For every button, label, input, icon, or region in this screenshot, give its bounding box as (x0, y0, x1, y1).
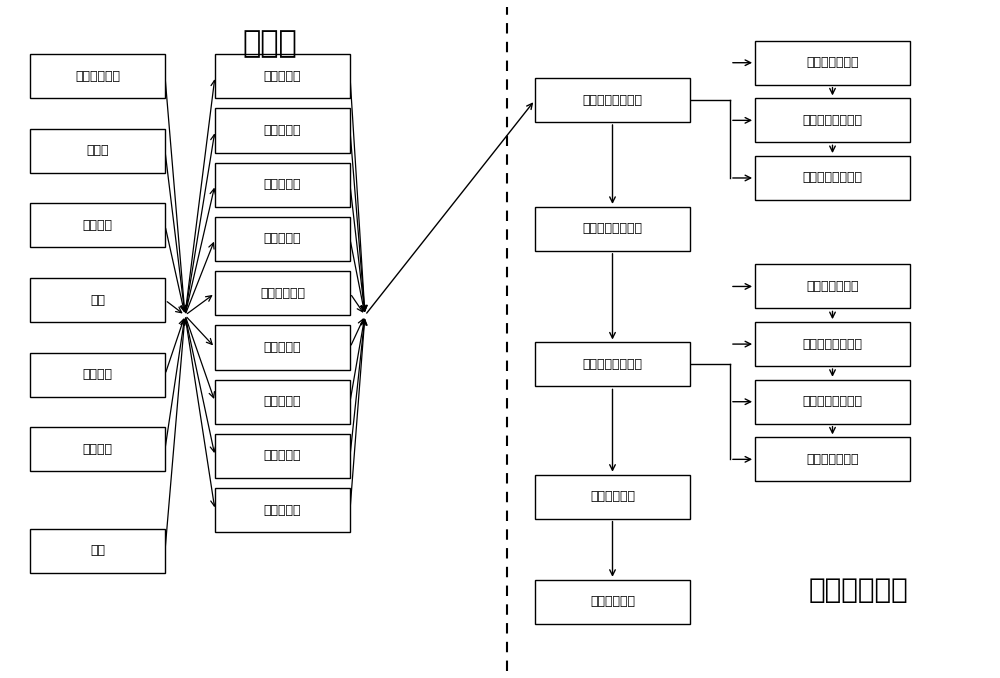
Text: 拟合信号生成模块: 拟合信号生成模块 (582, 94, 642, 106)
Text: 故障报警模块: 故障报警模块 (590, 595, 635, 608)
Text: 油封: 油封 (90, 544, 105, 557)
FancyBboxPatch shape (535, 580, 690, 624)
Text: 提升机: 提升机 (243, 30, 297, 58)
Text: 拟合信号分解模块: 拟合信号分解模块 (582, 222, 642, 235)
Text: 加速度传感器: 加速度传感器 (260, 287, 305, 300)
Text: 通气装置: 通气装置 (82, 368, 112, 381)
Text: 箱体: 箱体 (90, 294, 105, 306)
FancyBboxPatch shape (30, 278, 165, 322)
Text: 故障判别模块: 故障判别模块 (590, 490, 635, 503)
Text: 源信号提取单元: 源信号提取单元 (806, 453, 859, 466)
Text: 减速传动机构: 减速传动机构 (75, 70, 120, 83)
FancyBboxPatch shape (215, 325, 350, 370)
FancyBboxPatch shape (30, 353, 165, 397)
Text: 端点极值获取单元: 端点极值获取单元 (802, 114, 862, 127)
FancyBboxPatch shape (215, 271, 350, 315)
FancyBboxPatch shape (215, 380, 350, 424)
Text: 压力传感器: 压力传感器 (264, 504, 301, 517)
Text: 故障判别装置: 故障判别装置 (808, 576, 908, 604)
Text: 润滑装置: 润滑装置 (82, 443, 112, 456)
FancyBboxPatch shape (535, 342, 690, 386)
Text: 力敏传感器: 力敏传感器 (264, 70, 301, 83)
Text: 热敏传感器: 热敏传感器 (264, 341, 301, 354)
FancyBboxPatch shape (535, 78, 690, 122)
Text: 应变传感器: 应变传感器 (264, 395, 301, 408)
Text: 累积矩阵计算单元: 累积矩阵计算单元 (802, 395, 862, 408)
FancyBboxPatch shape (215, 217, 350, 261)
FancyBboxPatch shape (215, 108, 350, 153)
FancyBboxPatch shape (30, 129, 165, 173)
FancyBboxPatch shape (755, 437, 910, 481)
FancyBboxPatch shape (215, 488, 350, 532)
Text: 极值点获取单元: 极值点获取单元 (806, 56, 859, 69)
FancyBboxPatch shape (755, 156, 910, 200)
Text: 扈矩传感器: 扈矩传感器 (264, 450, 301, 462)
Text: 虚拟极值预测单元: 虚拟极值预测单元 (802, 172, 862, 184)
Text: 传动轴承: 传动轴承 (82, 219, 112, 232)
FancyBboxPatch shape (755, 380, 910, 424)
Text: 位置传感器: 位置传感器 (264, 124, 301, 137)
Text: 相关度计算单元: 相关度计算单元 (806, 280, 859, 293)
FancyBboxPatch shape (215, 434, 350, 478)
FancyBboxPatch shape (535, 475, 690, 519)
FancyBboxPatch shape (30, 54, 165, 98)
FancyBboxPatch shape (755, 41, 910, 85)
Text: 速度传感器: 速度传感器 (264, 233, 301, 245)
Text: 液位传感器: 液位传感器 (264, 178, 301, 191)
FancyBboxPatch shape (755, 98, 910, 142)
FancyBboxPatch shape (215, 54, 350, 98)
FancyBboxPatch shape (755, 322, 910, 366)
Text: 传动轴: 传动轴 (86, 144, 109, 157)
FancyBboxPatch shape (535, 207, 690, 251)
Text: 虚拟噪声构建单元: 虚拟噪声构建单元 (802, 338, 862, 351)
FancyBboxPatch shape (30, 529, 165, 573)
FancyBboxPatch shape (30, 203, 165, 247)
FancyBboxPatch shape (215, 163, 350, 207)
FancyBboxPatch shape (30, 427, 165, 471)
FancyBboxPatch shape (755, 264, 910, 308)
Text: 有效信号计算模块: 有效信号计算模块 (582, 358, 642, 371)
